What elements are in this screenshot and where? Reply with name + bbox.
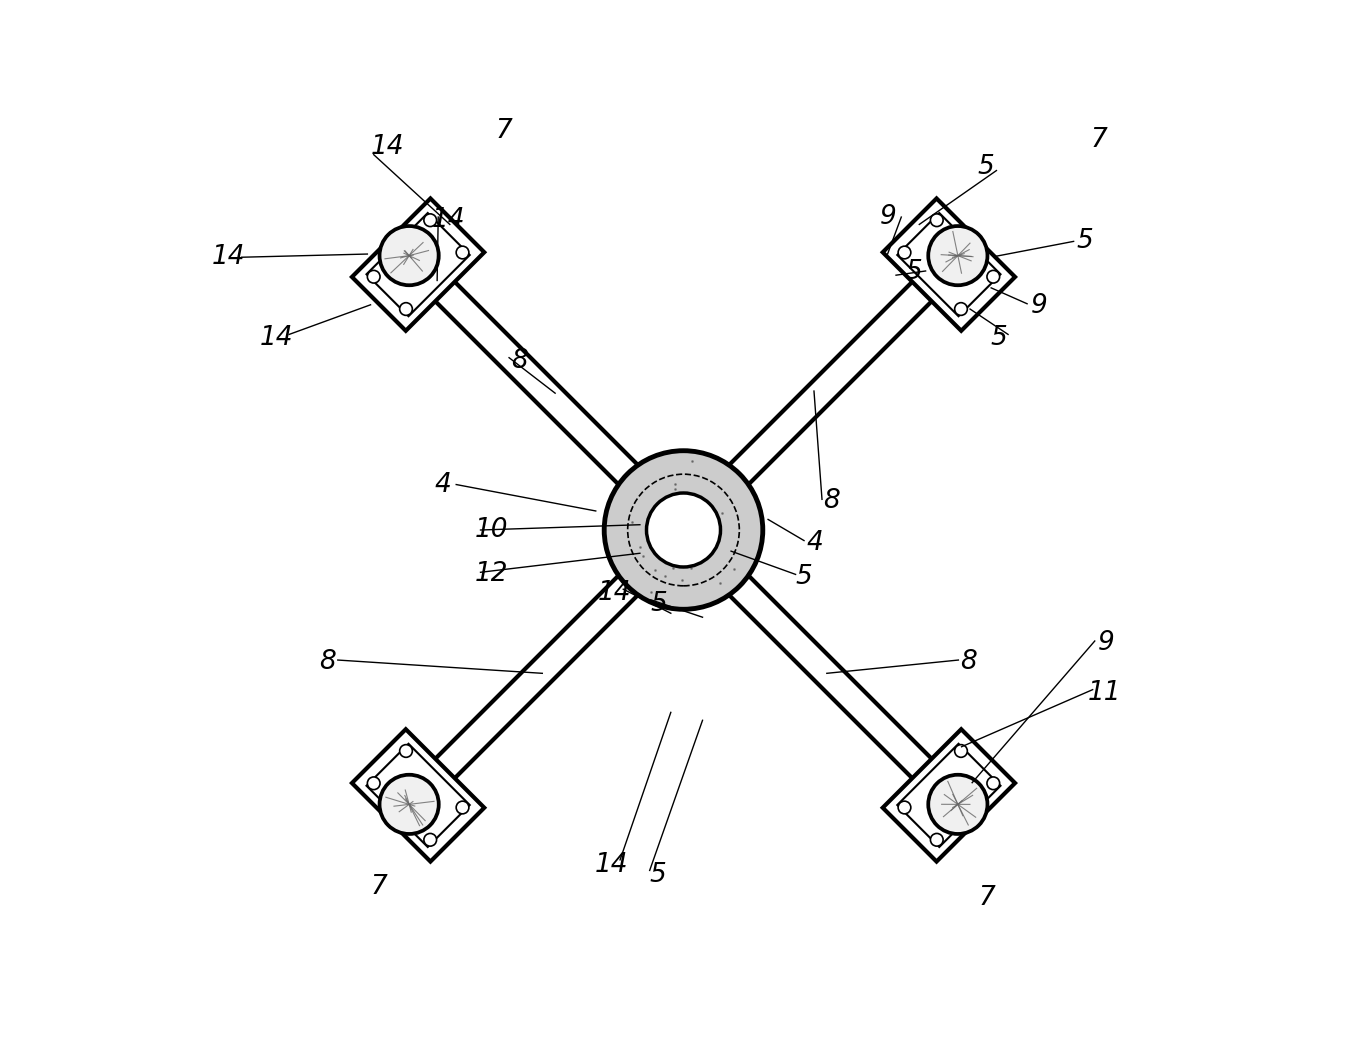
Circle shape bbox=[987, 270, 999, 283]
Polygon shape bbox=[435, 573, 640, 778]
Text: 5: 5 bbox=[1077, 228, 1094, 254]
Text: 9: 9 bbox=[880, 205, 897, 230]
Text: 4: 4 bbox=[807, 530, 823, 555]
Text: 12: 12 bbox=[474, 562, 507, 587]
Circle shape bbox=[954, 744, 968, 757]
Circle shape bbox=[424, 833, 436, 846]
Circle shape bbox=[368, 270, 380, 283]
Text: 9: 9 bbox=[1031, 293, 1047, 319]
Text: 11: 11 bbox=[1088, 679, 1121, 706]
Text: 14: 14 bbox=[432, 208, 466, 233]
Circle shape bbox=[898, 801, 910, 814]
Text: 7: 7 bbox=[495, 119, 513, 144]
Text: 10: 10 bbox=[474, 517, 507, 543]
Text: 5: 5 bbox=[905, 259, 923, 285]
Polygon shape bbox=[883, 729, 1016, 862]
Circle shape bbox=[987, 777, 999, 790]
Text: 8: 8 bbox=[511, 348, 528, 374]
Circle shape bbox=[399, 744, 413, 757]
Circle shape bbox=[380, 226, 439, 285]
Text: 5: 5 bbox=[796, 564, 812, 589]
Text: 14: 14 bbox=[212, 244, 246, 270]
Text: 7: 7 bbox=[979, 885, 995, 911]
Polygon shape bbox=[727, 573, 932, 778]
Circle shape bbox=[380, 775, 439, 834]
Circle shape bbox=[928, 775, 987, 834]
Polygon shape bbox=[727, 282, 932, 487]
Circle shape bbox=[457, 246, 469, 259]
Circle shape bbox=[931, 214, 943, 227]
Circle shape bbox=[931, 833, 943, 846]
Circle shape bbox=[928, 226, 987, 285]
Polygon shape bbox=[351, 729, 484, 862]
Polygon shape bbox=[435, 282, 640, 487]
Circle shape bbox=[647, 493, 720, 567]
Text: 7: 7 bbox=[370, 874, 387, 900]
Text: 9: 9 bbox=[1098, 630, 1114, 656]
Circle shape bbox=[457, 801, 469, 814]
Polygon shape bbox=[351, 198, 484, 331]
Circle shape bbox=[604, 450, 763, 610]
Circle shape bbox=[424, 214, 436, 227]
Circle shape bbox=[954, 303, 968, 316]
Text: 14: 14 bbox=[595, 852, 629, 878]
Polygon shape bbox=[883, 198, 1016, 331]
Text: 14: 14 bbox=[370, 135, 405, 160]
Text: 7: 7 bbox=[1091, 127, 1107, 153]
Text: 5: 5 bbox=[649, 862, 667, 887]
Circle shape bbox=[368, 777, 380, 790]
Text: 8: 8 bbox=[961, 649, 977, 675]
Text: 14: 14 bbox=[597, 581, 632, 606]
Text: 5: 5 bbox=[651, 591, 667, 617]
Circle shape bbox=[898, 246, 910, 259]
Text: 8: 8 bbox=[319, 649, 335, 675]
Text: 5: 5 bbox=[990, 324, 1007, 351]
Text: 5: 5 bbox=[977, 155, 994, 180]
Text: 14: 14 bbox=[260, 324, 293, 351]
Circle shape bbox=[399, 303, 413, 316]
Text: 4: 4 bbox=[435, 472, 451, 497]
Text: 8: 8 bbox=[823, 489, 839, 514]
